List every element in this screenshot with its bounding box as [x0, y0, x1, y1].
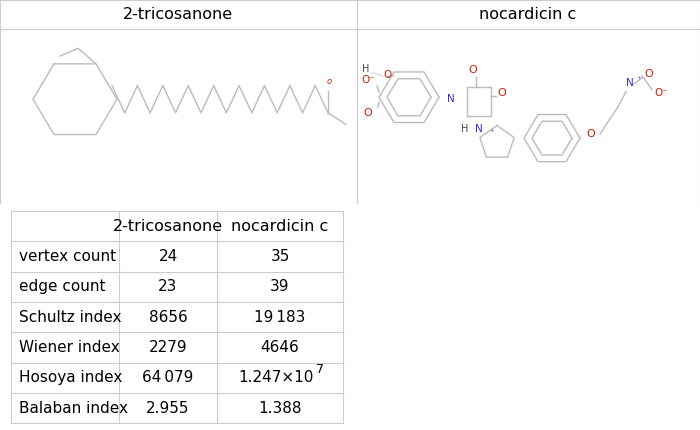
Text: 2.955: 2.955: [146, 401, 190, 415]
Text: ⁺: ⁺: [489, 128, 493, 137]
Text: H: H: [461, 124, 469, 134]
Text: O: O: [468, 65, 477, 75]
Text: Wiener index: Wiener index: [19, 340, 120, 355]
Text: O: O: [363, 108, 372, 118]
Text: N: N: [475, 124, 483, 134]
Text: o: o: [326, 77, 332, 86]
Text: 8656: 8656: [148, 310, 188, 325]
Text: H: H: [363, 64, 370, 74]
Text: 64 079: 64 079: [142, 370, 194, 385]
Text: O: O: [586, 129, 595, 139]
Text: 2-tricosanone: 2-tricosanone: [123, 7, 233, 22]
Text: 24: 24: [158, 249, 178, 264]
Text: 23: 23: [158, 280, 178, 294]
Text: nocardicin c: nocardicin c: [232, 219, 328, 233]
Text: 19 183: 19 183: [254, 310, 306, 325]
Text: 4646: 4646: [260, 340, 300, 355]
Text: N: N: [447, 94, 455, 104]
Text: vertex count: vertex count: [19, 249, 116, 264]
Text: Hosoya index: Hosoya index: [19, 370, 122, 385]
Text: 39: 39: [270, 280, 290, 294]
Text: O⁻: O⁻: [654, 89, 668, 98]
Text: 7: 7: [316, 363, 324, 376]
Text: Schultz index: Schultz index: [19, 310, 121, 325]
Text: 1.247×10: 1.247×10: [239, 370, 314, 385]
Text: O: O: [384, 70, 392, 80]
Text: O: O: [644, 69, 652, 79]
Text: 2-tricosanone: 2-tricosanone: [113, 219, 223, 233]
Text: Balaban index: Balaban index: [19, 401, 128, 415]
Text: O⁻: O⁻: [361, 75, 375, 85]
Text: ⁺: ⁺: [636, 75, 641, 84]
Text: nocardicin c: nocardicin c: [480, 7, 577, 22]
Text: edge count: edge count: [19, 280, 106, 294]
Text: 35: 35: [270, 249, 290, 264]
Text: O: O: [497, 89, 505, 98]
Text: N: N: [626, 77, 634, 88]
Text: 2279: 2279: [148, 340, 188, 355]
Text: 1.388: 1.388: [258, 401, 302, 415]
